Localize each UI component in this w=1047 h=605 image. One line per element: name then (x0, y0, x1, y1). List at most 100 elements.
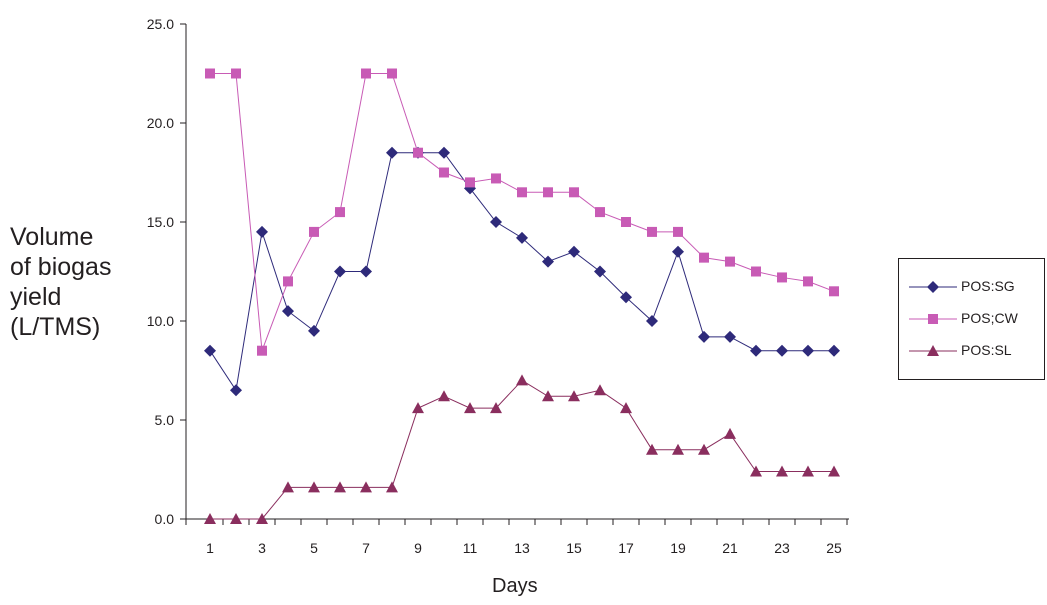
data-point (490, 402, 502, 414)
x-tick-label: 21 (722, 540, 738, 556)
data-point (465, 177, 475, 188)
legend-label-pos-sg: POS:SG (961, 278, 1015, 294)
data-point (256, 225, 268, 238)
x-tick-label: 13 (514, 540, 530, 556)
data-point (334, 265, 346, 278)
data-point (569, 187, 579, 198)
series-group (204, 68, 840, 524)
legend-item-pos-cw: POS;CW (909, 307, 1039, 331)
data-point (568, 390, 580, 402)
y-tick-label: 20.0 (147, 115, 174, 131)
data-point (438, 146, 450, 159)
data-point (386, 146, 398, 159)
data-point (360, 481, 372, 493)
data-point (672, 443, 684, 455)
data-point (750, 465, 762, 477)
data-point (204, 344, 216, 357)
data-point (387, 68, 397, 79)
x-tick-label: 11 (463, 540, 478, 556)
data-point (673, 226, 683, 237)
data-point (413, 147, 423, 158)
data-point (828, 465, 840, 477)
data-point (543, 187, 553, 198)
data-point (594, 384, 606, 396)
y-axis-title-line-3: yield (10, 283, 62, 311)
data-point (438, 390, 450, 402)
data-point (231, 68, 241, 79)
x-tick-label: 17 (618, 540, 634, 556)
data-point (516, 231, 528, 244)
data-point (594, 265, 606, 278)
data-point (490, 216, 502, 228)
data-point (595, 207, 605, 218)
y-axis-title-line-2: of biogas (10, 253, 112, 281)
data-point (335, 207, 345, 218)
data-point (256, 513, 268, 524)
data-point (517, 187, 527, 198)
data-point (334, 481, 346, 493)
data-point (751, 266, 761, 277)
data-point (725, 256, 735, 267)
series-line (210, 73, 835, 351)
x-tick-label: 7 (362, 540, 370, 556)
data-point (257, 345, 267, 356)
data-point (282, 305, 294, 318)
data-point (309, 226, 319, 237)
x-tick-label: 9 (414, 540, 422, 556)
data-point (803, 276, 813, 287)
data-point (386, 481, 398, 493)
data-point (802, 344, 814, 357)
data-point (724, 427, 736, 439)
data-point (230, 513, 242, 524)
y-axis-title: Volume of biogas yield (L/TMS) (10, 222, 111, 342)
data-point (361, 68, 371, 79)
legend-marker-pos-sg (909, 281, 957, 293)
y-tick-label: 5.0 (155, 412, 175, 428)
data-point (308, 481, 320, 493)
legend: POS:SG POS;CW POS:SL (898, 258, 1045, 380)
data-point (542, 255, 554, 268)
data-point (776, 344, 788, 357)
legend-item-pos-sl: POS:SL (909, 339, 1039, 363)
data-point (283, 276, 293, 287)
data-point (776, 465, 788, 477)
series-square (205, 68, 839, 356)
y-tick-label: 0.0 (155, 511, 175, 527)
y-ticks: 0.0 5.0 10.0 15.0 20.0 25.0 (147, 16, 186, 527)
y-axis-title-line-1: Volume (10, 223, 94, 251)
x-tick-label: 15 (566, 540, 582, 556)
data-point (777, 272, 787, 283)
x-tick-label: 1 (206, 540, 214, 556)
x-tick-label: 5 (310, 540, 318, 556)
data-point (647, 226, 657, 237)
data-point (230, 384, 242, 397)
legend-marker-pos-cw (909, 314, 957, 324)
data-point (308, 324, 320, 337)
data-point (205, 68, 215, 79)
data-point (724, 330, 736, 343)
data-point (516, 374, 528, 386)
y-tick-label: 25.0 (147, 16, 174, 32)
x-tick-label: 23 (774, 540, 790, 556)
x-tick-label: 3 (258, 540, 266, 556)
legend-label-pos-sl: POS:SL (961, 342, 1012, 358)
data-point (412, 402, 424, 414)
data-point (829, 286, 839, 297)
data-point (620, 291, 632, 304)
x-tick-label: 25 (826, 540, 842, 556)
data-point (646, 443, 658, 455)
data-point (698, 330, 710, 343)
y-tick-label: 10.0 (147, 313, 174, 329)
data-point (699, 252, 709, 263)
data-point (646, 315, 658, 327)
x-tick-label: 19 (670, 540, 686, 556)
data-point (620, 402, 632, 414)
data-point (802, 465, 814, 477)
data-point (542, 390, 554, 402)
data-point (282, 481, 294, 493)
data-point (439, 167, 449, 178)
data-point (621, 217, 631, 227)
y-tick-label: 15.0 (147, 214, 174, 230)
data-point (698, 443, 710, 455)
